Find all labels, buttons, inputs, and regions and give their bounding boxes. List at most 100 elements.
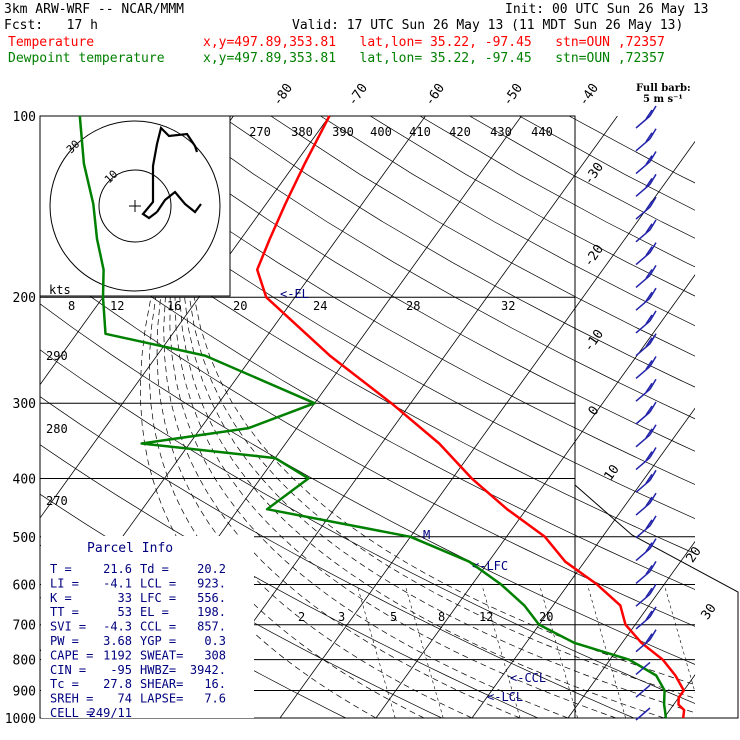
wind-barb: [635, 264, 657, 288]
dry-adiabat: [40, 396, 634, 718]
parcel-value: 33: [118, 591, 132, 605]
wind-scale-label: 12: [110, 299, 124, 313]
isotherm-label: 10: [601, 462, 622, 483]
wind-barb: [635, 310, 657, 334]
parcel-value: -95: [110, 663, 132, 677]
isotherm-label: -30: [581, 160, 607, 188]
wind-scale-label: 20: [233, 299, 247, 313]
model-title: 3km ARW-WRF -- NCAR/MMM: [4, 2, 185, 17]
profile-temperature: [255, 115, 686, 719]
wind-scale-label: 16: [167, 299, 181, 313]
dry-adiabat: [40, 172, 695, 554]
temperature-legend: Temperature: [8, 35, 95, 50]
hodograph-trace: [141, 125, 199, 220]
theta-label: 390: [332, 125, 354, 139]
pressure-tick-label: 800: [13, 654, 36, 669]
pressure-tick-label: 600: [13, 578, 36, 593]
hodograph-ring-outer: [49, 120, 221, 292]
pressure-tick-label: 1000: [5, 712, 36, 727]
parcel-value: 0.3: [204, 634, 226, 648]
parcel-key: LI =: [50, 576, 79, 590]
parcel-key: CIN =: [50, 663, 86, 677]
parcel-key: HWBZ=: [140, 663, 176, 677]
mixing-ratio-label: 5: [390, 610, 397, 624]
level-marker: <-EL: [280, 287, 309, 301]
parcel-key: Tc =: [50, 677, 79, 691]
theta-label: 400: [370, 125, 392, 139]
wind-barbs: [635, 105, 657, 721]
theta-label-left: 270: [46, 494, 68, 508]
parcel-value: -4.3: [103, 620, 132, 634]
forecast-hour: Fcst: 17 h: [4, 18, 98, 33]
mixing-ratio-label: 8: [438, 610, 445, 624]
dry-adiabat: [40, 349, 695, 704]
wind-barb: [635, 629, 657, 653]
level-marker: M: [423, 528, 430, 542]
parcel-key: SVI =: [50, 620, 86, 634]
parcel-value: 27.8: [103, 677, 132, 691]
parcel-value: 308: [204, 648, 226, 662]
mixing-ratio-line: [481, 584, 521, 718]
isotherm-label: -40: [576, 81, 602, 109]
parcel-key: SREH =: [50, 692, 93, 706]
parcel-value: 857.: [197, 620, 226, 634]
wind-barb: [635, 219, 657, 243]
wind-barb: [635, 287, 657, 311]
barb-legend-units: 5 m s⁻¹: [643, 94, 683, 105]
isotherm-label: -80: [270, 81, 296, 109]
isotherm-label: 20: [683, 544, 704, 565]
parcel-key: LFC =: [140, 591, 176, 605]
dry-adiabat: [40, 214, 695, 590]
parcel-value: 20.2: [197, 562, 226, 576]
isotherm-line: [183, 116, 618, 718]
moist-adiabat: [184, 297, 695, 714]
hodograph-units: kts: [49, 283, 71, 297]
parcel-key: PW =: [50, 634, 79, 648]
isotherm-label: -70: [345, 81, 371, 109]
moist-adiabat: [163, 297, 521, 718]
parcel-value: 556.: [197, 591, 226, 605]
isotherm-label: 0: [586, 403, 603, 418]
wind-barb: [635, 560, 657, 584]
valid-time: Valid: 17 UTC Sun 26 May 13 (11 MDT Sun …: [292, 18, 684, 33]
parcel-value: 1192: [103, 648, 132, 662]
isotherm-line: [567, 540, 695, 718]
hodograph-trace-low: [156, 190, 202, 214]
isotherm-label: -60: [422, 81, 448, 109]
wind-barb: [635, 151, 657, 175]
profile-layer: [78, 115, 686, 719]
mixing-ratio-label: 12: [479, 610, 493, 624]
dry-adiabat: [320, 116, 695, 327]
moist-adiabat: [156, 297, 473, 718]
mixing-ratio-line: [404, 584, 444, 718]
temperature-station-info: x,y=497.89,353.81 lat,lon= 35.22, -97.45…: [203, 35, 665, 50]
hodograph-ring-inner: [98, 169, 172, 243]
wind-barb: [635, 515, 657, 539]
parcel-value: 74: [118, 692, 132, 706]
dry-adiabat: [40, 258, 695, 627]
parcel-key: LCL =: [140, 576, 176, 590]
wind-barb: [635, 105, 657, 129]
mixing-ratio-label: 20: [539, 610, 553, 624]
profile-dewpoint-temperature: [78, 115, 668, 719]
dry-adiabat: [71, 116, 695, 485]
theta-label-left: 290: [46, 349, 68, 363]
theta-label: 420: [449, 125, 471, 139]
pressure-tick-label: 100: [13, 110, 36, 125]
isotherm-line: [663, 674, 695, 718]
wind-barb: [635, 492, 657, 516]
mixing-ratio-line: [356, 584, 396, 718]
parcel-value: 3942.: [190, 663, 226, 677]
wind-barb: [635, 684, 651, 698]
dry-adiabat: [40, 129, 695, 520]
parcel-key: T =: [50, 562, 72, 576]
wind-barb: [635, 469, 657, 493]
dewpoint-station-info: x,y=497.89,353.81 lat,lon= 35.22, -97.45…: [203, 51, 665, 66]
wind-scale-label: 8: [68, 299, 75, 313]
parcel-key: TT =: [50, 605, 79, 619]
mixing-ratio-line: [663, 584, 695, 694]
isotherm-label: -20: [581, 242, 607, 270]
wind-barb: [635, 333, 657, 357]
level-marker: <-CCL: [510, 671, 546, 685]
pressure-tick-label: 900: [13, 684, 36, 699]
